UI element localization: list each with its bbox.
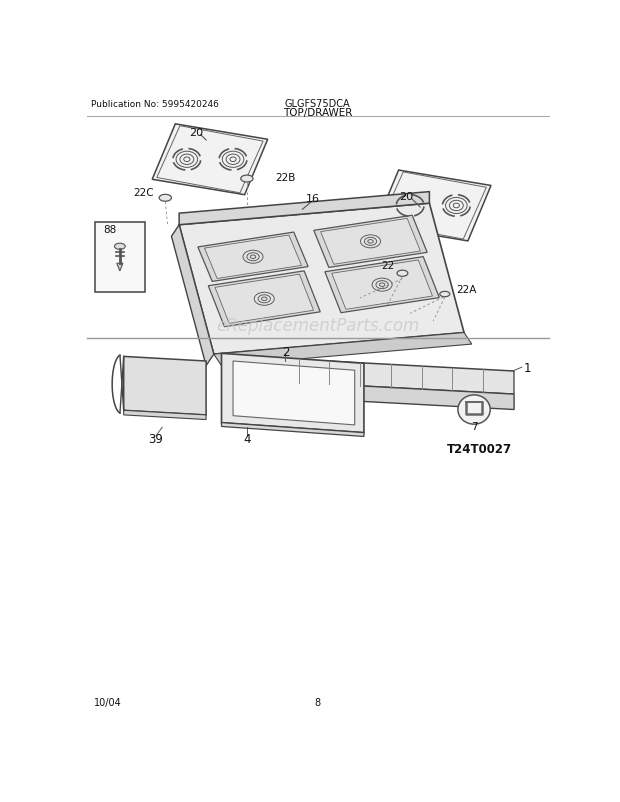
Polygon shape [205,236,301,279]
Polygon shape [179,204,464,354]
FancyBboxPatch shape [95,222,144,293]
Ellipse shape [440,292,450,298]
Text: 22C: 22C [133,188,154,197]
Text: TOP/DRAWER: TOP/DRAWER [283,107,352,117]
Polygon shape [298,360,514,395]
Ellipse shape [397,271,408,277]
Text: 22B: 22B [275,172,296,183]
Ellipse shape [115,244,125,250]
Text: 22A: 22A [456,284,477,294]
Text: 20: 20 [189,128,203,138]
Polygon shape [124,411,206,420]
Text: 16: 16 [306,193,319,204]
Polygon shape [233,362,355,425]
Polygon shape [314,216,427,268]
Ellipse shape [241,176,253,183]
Ellipse shape [159,195,172,202]
Polygon shape [221,354,364,433]
Text: Publication No: 5995420246: Publication No: 5995420246 [91,99,218,108]
Text: 10/04: 10/04 [94,697,122,707]
Polygon shape [152,124,268,196]
Polygon shape [332,261,433,310]
Text: 8: 8 [315,697,321,707]
Text: 20: 20 [399,192,414,202]
Ellipse shape [458,395,490,424]
Polygon shape [221,423,364,437]
Polygon shape [198,233,308,282]
Text: eReplacementParts.com: eReplacementParts.com [216,317,419,334]
Text: 7: 7 [471,422,477,432]
Polygon shape [124,357,206,415]
Polygon shape [214,333,472,367]
Polygon shape [215,275,314,324]
Polygon shape [298,383,514,410]
Text: 22: 22 [381,261,395,270]
Text: 88: 88 [103,225,116,234]
Text: GLGFS75DCA: GLGFS75DCA [285,99,350,109]
Polygon shape [208,272,321,327]
Text: 1: 1 [524,361,531,375]
Polygon shape [179,192,430,225]
Polygon shape [325,257,440,314]
Polygon shape [376,171,491,241]
Text: T24T0027: T24T0027 [447,442,512,455]
Polygon shape [117,264,123,272]
Polygon shape [321,219,420,265]
Text: 2: 2 [281,346,289,358]
Text: 39: 39 [149,432,164,445]
Polygon shape [172,225,214,367]
Text: 4: 4 [243,432,250,445]
